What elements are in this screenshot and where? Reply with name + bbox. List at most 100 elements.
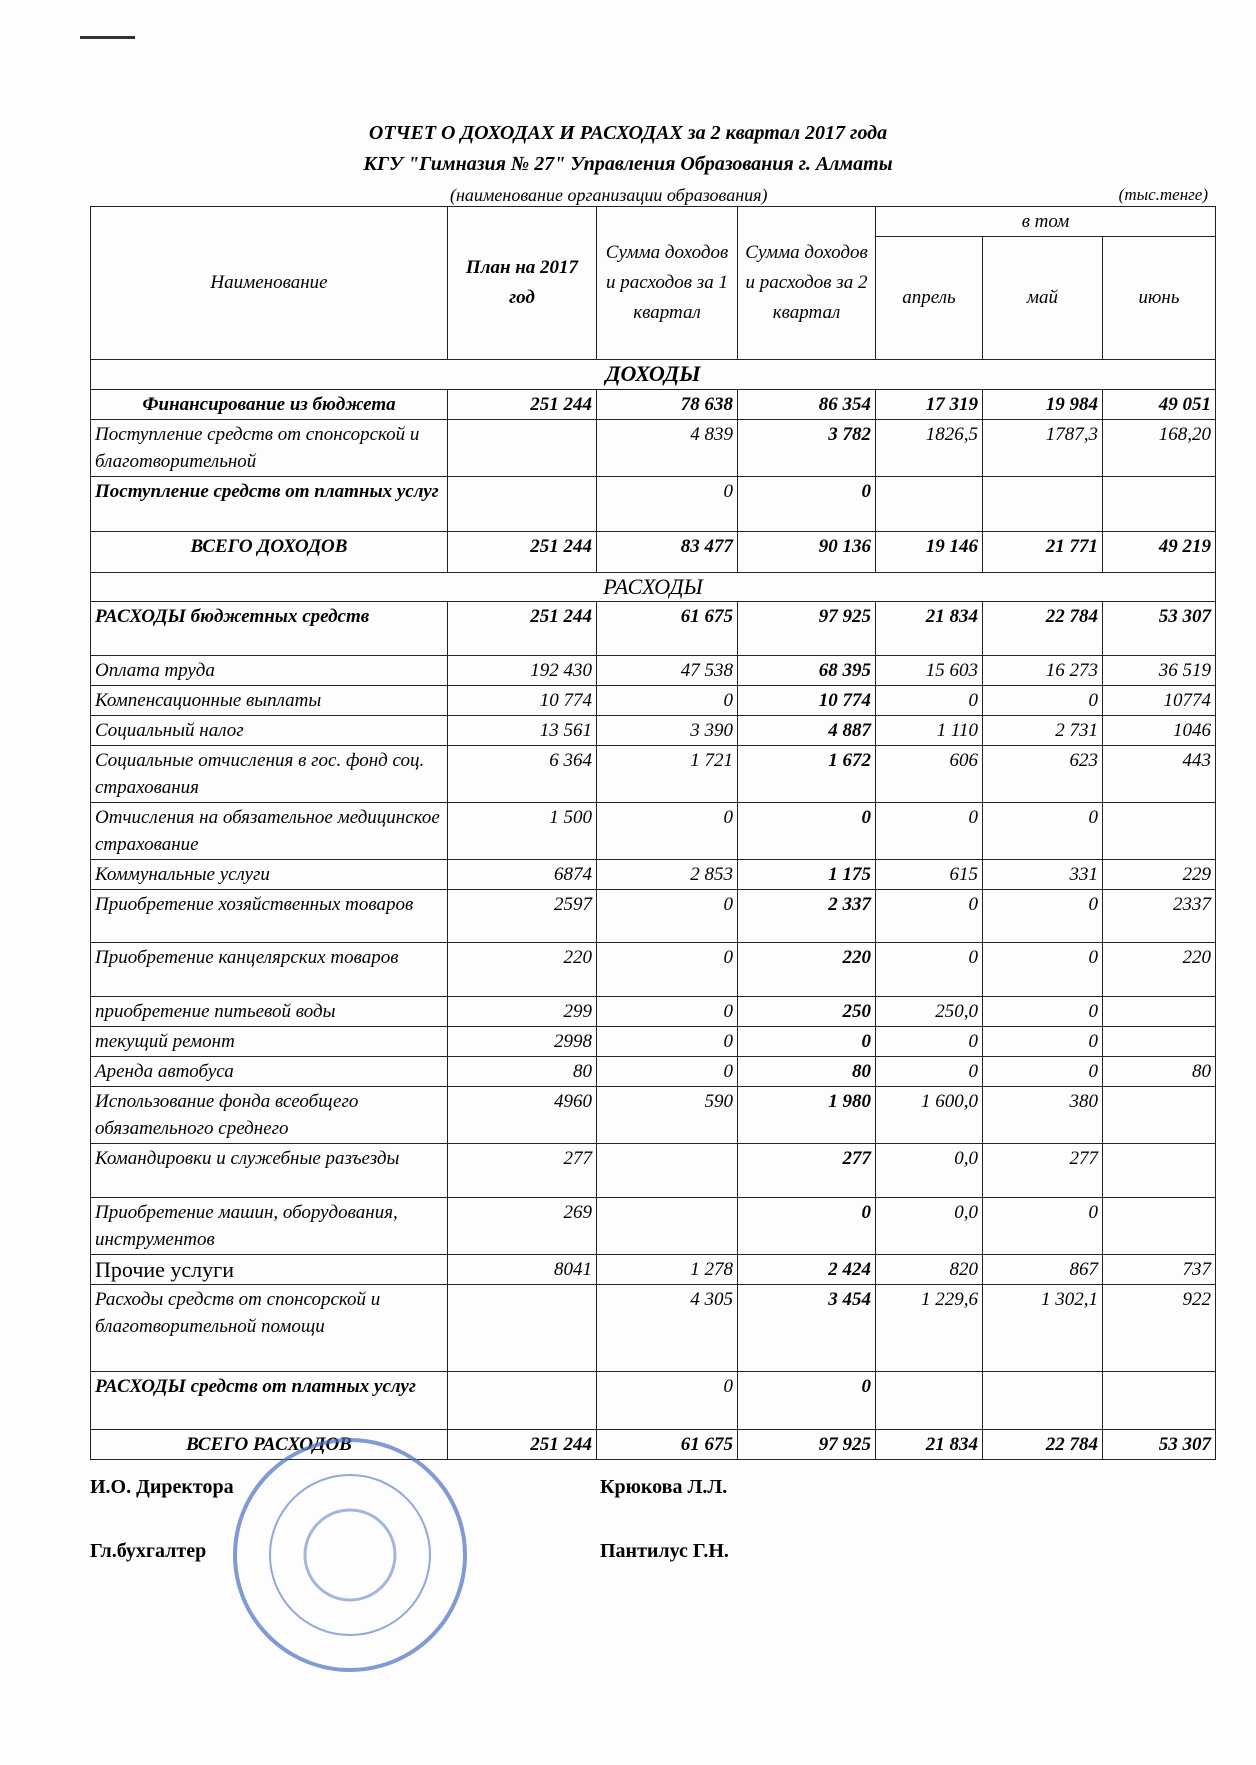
table-cell: 0	[737, 1371, 876, 1430]
caption: (наименование организации образования)	[450, 185, 768, 205]
table-cell: 0	[982, 1197, 1103, 1255]
table-row: Поступление средств от платных услуг 0 0	[90, 476, 1216, 532]
table-cell: Использование фонда всеобщего обязательн…	[90, 1086, 448, 1144]
table-cell: 97 925	[737, 601, 876, 656]
table-cell: 90 136	[737, 531, 876, 573]
table-cell: 380	[982, 1086, 1103, 1144]
table-cell: 21 771	[982, 531, 1103, 573]
table-row: Компенсационные выплаты 10 774 0 10 774 0 0 10…	[90, 685, 1216, 716]
table-cell: 49 219	[1102, 531, 1216, 573]
table-cell: 0	[875, 889, 983, 943]
table-row: Использование фонда всеобщего обязательн…	[90, 1086, 1216, 1144]
table-cell: 86 354	[737, 389, 876, 420]
table-cell	[1102, 1371, 1216, 1430]
table-cell: 22 784	[982, 601, 1103, 656]
table-cell: 277	[447, 1143, 597, 1198]
table-cell: 269	[447, 1197, 597, 1255]
table-cell: 0	[875, 942, 983, 997]
table-cell: План на 2017 год	[447, 206, 597, 360]
report-table: Наименование План на 2017 год Сумма доходо…	[90, 206, 1216, 1460]
table-row: Прочие услуги 8041 1 278 2 424 820 867 737	[90, 1254, 1216, 1285]
table-cell: 21 834	[875, 601, 983, 656]
table-row: апрель май июнь	[91, 236, 1216, 360]
table-row: Приобретение машин, оборудования, инстру…	[90, 1197, 1216, 1255]
table-cell	[596, 1143, 738, 1198]
table-cell: Поступление средств от платных услуг	[90, 476, 448, 532]
table-cell: 0	[596, 1371, 738, 1430]
table-cell: Приобретение машин, оборудования, инстру…	[90, 1197, 448, 1255]
table-cell: приобретение питьевой воды	[90, 996, 448, 1027]
table-cell: 250,0	[875, 996, 983, 1027]
table-cell: 0	[737, 476, 876, 532]
table-cell: 277	[737, 1143, 876, 1198]
table-cell: 0	[596, 889, 738, 943]
table-cell: Наименование	[90, 206, 448, 360]
table-cell: 8041	[447, 1254, 597, 1285]
table-cell: 0	[596, 996, 738, 1027]
table-cell: 0	[875, 685, 983, 716]
table-cell: 19 984	[982, 389, 1103, 420]
table-cell: 0	[737, 1026, 876, 1057]
table-cell: 2337	[1102, 889, 1216, 943]
table-cell: Социальные отчисления в гос. фонд соц. с…	[90, 745, 448, 803]
table-cell: 0,0	[875, 1197, 983, 1255]
table-cell: 4960	[447, 1086, 597, 1144]
table-cell: 0	[982, 1056, 1103, 1087]
table-cell: Социальный налог	[90, 715, 448, 746]
table-cell: 220	[737, 942, 876, 997]
table-cell: Расходы средств от спонсорской и благотв…	[90, 1284, 448, 1372]
table-cell: июнь	[1102, 236, 1216, 360]
table-cell	[1102, 1026, 1216, 1057]
table-row: Командировки и служебные разъезды 277 277 0…	[90, 1143, 1216, 1198]
table-cell: Отчисления на обязательное медицинское с…	[90, 802, 448, 860]
table-cell: 2998	[447, 1026, 597, 1057]
table-cell: 615	[875, 859, 983, 890]
table-cell	[1102, 1143, 1216, 1198]
table-cell: 0	[596, 942, 738, 997]
table-cell: 229	[1102, 859, 1216, 890]
table-cell	[447, 419, 597, 477]
table-cell: 17 319	[875, 389, 983, 420]
table-cell: Оплата труда	[90, 655, 448, 686]
organization: КГУ "Гимназия № 27" Управления Образован…	[363, 153, 893, 175]
table-cell: Аренда автобуса	[90, 1056, 448, 1087]
signature-name: Пантилус Г.Н.	[600, 1540, 729, 1562]
table-cell: 16 273	[982, 655, 1103, 686]
table-cell: 0	[596, 685, 738, 716]
table-cell: 1 110	[875, 715, 983, 746]
table-cell: 53 307	[1102, 601, 1216, 656]
table-cell: 251 244	[447, 389, 597, 420]
table-cell: 590	[596, 1086, 738, 1144]
title: ОТЧЕТ О ДОХОДАХ И РАСХОДАХ за 2 квартал …	[368, 122, 888, 144]
table-cell: 68 395	[737, 655, 876, 686]
table-row: Социальный налог 13 561 3 390 4 887 1 110 2 7…	[90, 715, 1216, 746]
stamp	[233, 1438, 467, 1672]
table-cell: 192 430	[447, 655, 597, 686]
table-cell: 2 731	[982, 715, 1103, 746]
table-cell: 1 302,1	[982, 1284, 1103, 1372]
table-cell: Сумма доходов и расходов за 2 квартал	[737, 206, 876, 360]
table-cell: 443	[1102, 745, 1216, 803]
table-cell: ДОХОДЫ	[90, 359, 1216, 390]
table-cell: РАСХОДЫ	[90, 572, 1216, 602]
table-cell: 331	[982, 859, 1103, 890]
mark	[80, 36, 135, 39]
table-cell: 10774	[1102, 685, 1216, 716]
signature-role: И.О. Директора	[90, 1476, 234, 1498]
table-cell: 10 774	[737, 685, 876, 716]
table-cell: 83 477	[596, 531, 738, 573]
table-cell	[447, 476, 597, 532]
table-cell: в том	[875, 206, 1216, 237]
table-cell: 1 721	[596, 745, 738, 803]
table-cell: 299	[447, 996, 597, 1027]
table-cell: 277	[982, 1143, 1103, 1198]
table-cell: 1 500	[447, 802, 597, 860]
table-cell: 251 244	[447, 531, 597, 573]
table-cell: 80	[447, 1056, 597, 1087]
table-cell: 0	[982, 996, 1103, 1027]
table-cell: 0	[875, 802, 983, 860]
table-cell: 4 839	[596, 419, 738, 477]
table-cell	[447, 1284, 597, 1372]
table-cell: 0	[596, 1026, 738, 1057]
table-cell: 21 834	[875, 1429, 983, 1460]
